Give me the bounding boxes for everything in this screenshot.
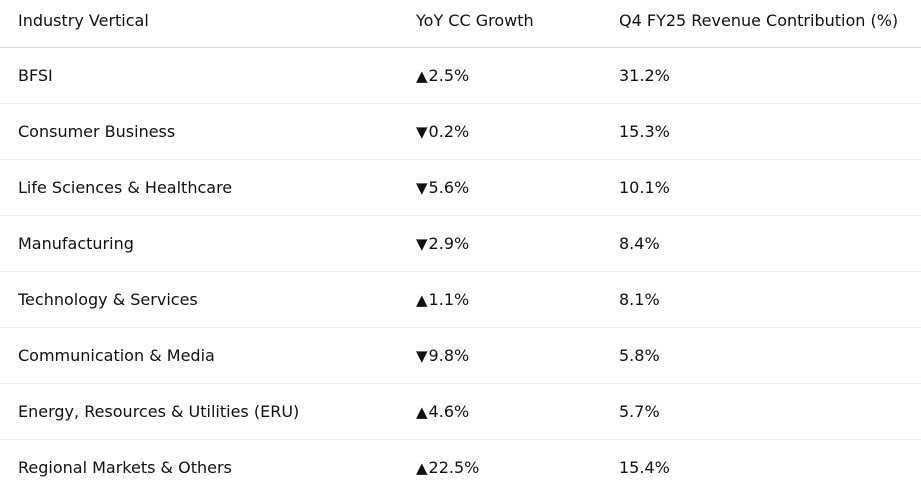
growth-value: 5.6% — [428, 177, 470, 197]
growth-value: 2.5% — [428, 65, 470, 85]
triangle-up-icon: ▲ — [416, 458, 428, 477]
contribution-value: 10.1% — [619, 159, 921, 216]
vertical-name: Technology & Services — [0, 271, 416, 328]
triangle-up-icon: ▲ — [416, 290, 428, 309]
growth-cell: ▼2.9% — [416, 215, 619, 272]
vertical-name: Manufacturing — [0, 215, 416, 272]
growth-value: 22.5% — [428, 457, 480, 477]
vertical-name: Regional Markets & Others — [18, 457, 232, 477]
header-revenue-contribution: Q4 FY25 Revenue Contribution (%) — [619, 0, 921, 48]
table-row: Life Sciences & Healthcare ▼5.6% 10.1% — [0, 159, 921, 216]
triangle-up-icon: ▲ — [416, 66, 428, 85]
triangle-down-icon: ▼ — [416, 346, 428, 365]
growth-cell: ▲2.5% — [416, 47, 619, 104]
table-row: Regional Markets & Others ▲22.5% 15.4% — [0, 439, 921, 495]
growth-cell: ▲22.5% — [416, 439, 619, 495]
vertical-name: Energy, Resources & Utilities (ERU) — [0, 383, 416, 440]
table-row: Manufacturing ▼2.9% 8.4% — [0, 215, 921, 272]
table-row: Technology & Services ▲1.1% 8.1% — [0, 271, 921, 328]
contribution-value: 5.7% — [619, 383, 921, 440]
contribution-value: 31.2% — [619, 47, 921, 104]
triangle-down-icon: ▼ — [416, 122, 428, 141]
growth-cell: ▲1.1% — [416, 271, 619, 328]
table-row: BFSI ▲2.5% 31.2% — [0, 47, 921, 104]
table-header-row: Industry Vertical YoY CC Growth Q4 FY25 … — [0, 0, 921, 48]
contribution-value: 8.4% — [619, 215, 921, 272]
contribution-value: 8.1% — [619, 271, 921, 328]
table-row: Communication & Media ▼9.8% 5.8% — [0, 327, 921, 384]
contribution-value: 15.4% — [619, 457, 670, 477]
vertical-name: Consumer Business — [0, 103, 416, 160]
header-yoy-growth: YoY CC Growth — [416, 0, 619, 48]
growth-value: 1.1% — [428, 289, 470, 309]
header-industry-vertical: Industry Vertical — [0, 0, 416, 48]
growth-value: 9.8% — [428, 345, 470, 365]
contribution-value: 15.3% — [619, 103, 921, 160]
table-row: Consumer Business ▼0.2% 15.3% — [0, 103, 921, 160]
vertical-name: BFSI — [0, 47, 416, 104]
vertical-name: Life Sciences & Healthcare — [0, 159, 416, 216]
triangle-down-icon: ▼ — [416, 234, 428, 253]
table-row: Energy, Resources & Utilities (ERU) ▲4.6… — [0, 383, 921, 440]
growth-cell: ▼9.8% — [416, 327, 619, 384]
growth-cell: ▼0.2% — [416, 103, 619, 160]
growth-cell: ▲4.6% — [416, 383, 619, 440]
growth-value: 2.9% — [428, 233, 470, 253]
growth-value: 4.6% — [428, 401, 470, 421]
growth-value: 0.2% — [428, 121, 470, 141]
contribution-value: 5.8% — [619, 327, 921, 384]
vertical-name: Communication & Media — [0, 327, 416, 384]
triangle-down-icon: ▼ — [416, 178, 428, 197]
growth-cell: ▼5.6% — [416, 159, 619, 216]
triangle-up-icon: ▲ — [416, 402, 428, 421]
